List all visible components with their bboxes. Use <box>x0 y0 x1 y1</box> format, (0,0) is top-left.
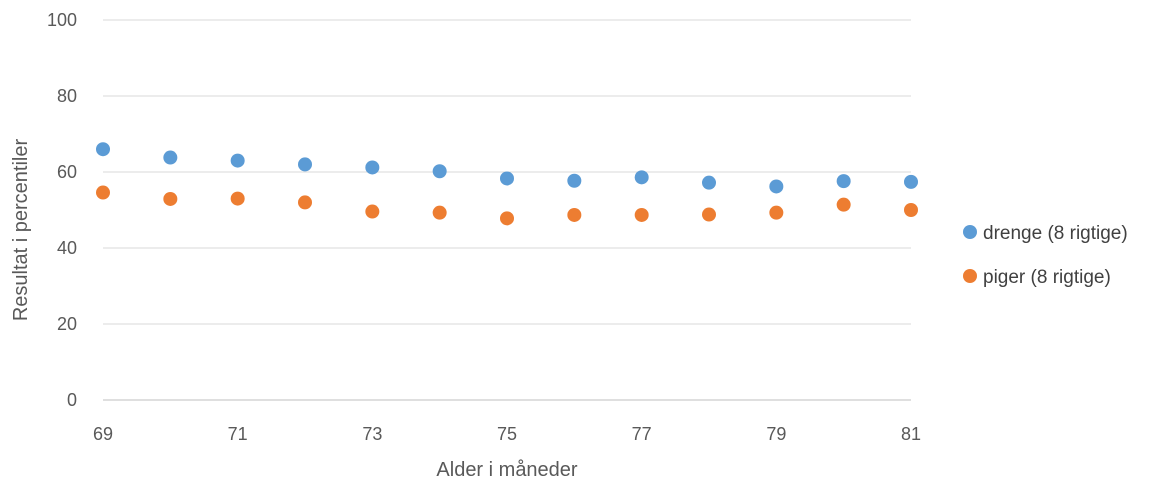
legend-marker <box>963 269 977 283</box>
data-point <box>567 207 582 222</box>
data-point <box>298 157 312 172</box>
gridlines <box>103 19 911 401</box>
x-tick-label: 77 <box>632 424 652 444</box>
data-point <box>96 142 110 157</box>
y-tick-label: 40 <box>57 238 77 258</box>
x-tick-label: 75 <box>497 424 517 444</box>
data-point <box>230 191 245 206</box>
data-point <box>432 205 447 220</box>
data-point <box>769 179 784 194</box>
x-axis-tick-labels: 69 71 73 75 77 79 81 <box>93 424 921 444</box>
legend-marker <box>963 225 977 239</box>
y-axis-title: Resultat i percentiler <box>10 139 32 322</box>
data-point <box>432 164 447 179</box>
data-point <box>634 207 649 222</box>
legend-item: drenge (8 rigtige) <box>963 223 1128 244</box>
y-tick-label: 20 <box>57 314 77 334</box>
legend-item: piger (8 rigtige) <box>963 267 1111 288</box>
data-point <box>634 170 649 185</box>
x-axis-title: Alder i måneder <box>436 459 578 481</box>
y-tick-label: 100 <box>47 10 77 30</box>
legend-label: piger (8 rigtige) <box>983 267 1111 288</box>
data-point <box>365 204 380 219</box>
data-point <box>500 211 514 226</box>
data-point <box>163 191 178 206</box>
data-point <box>769 205 784 220</box>
y-tick-label: 0 <box>67 390 77 410</box>
legend: drenge (8 rigtige) piger (8 rigtige) <box>963 223 1128 288</box>
x-tick-label: 79 <box>766 424 786 444</box>
data-point <box>836 197 851 212</box>
data-point <box>567 173 582 188</box>
data-point <box>96 185 110 200</box>
series-1 <box>96 142 918 194</box>
data-point <box>500 171 514 186</box>
y-tick-label: 80 <box>57 86 77 106</box>
data-point <box>298 195 312 210</box>
x-tick-label: 73 <box>362 424 382 444</box>
x-tick-label: 81 <box>901 424 921 444</box>
data-point <box>163 150 178 165</box>
data-point <box>904 174 918 189</box>
data-points <box>96 142 918 226</box>
series-2 <box>96 185 918 226</box>
x-tick-label: 71 <box>228 424 248 444</box>
data-point <box>230 153 245 168</box>
data-point <box>904 203 918 217</box>
data-point <box>836 174 851 189</box>
data-point <box>365 160 380 175</box>
data-point <box>702 207 716 222</box>
data-point <box>702 175 716 190</box>
y-tick-label: 60 <box>57 162 77 182</box>
x-tick-label: 69 <box>93 424 113 444</box>
legend-label: drenge (8 rigtige) <box>983 223 1128 244</box>
y-axis-tick-labels: 0 20 40 60 80 100 <box>47 10 77 410</box>
